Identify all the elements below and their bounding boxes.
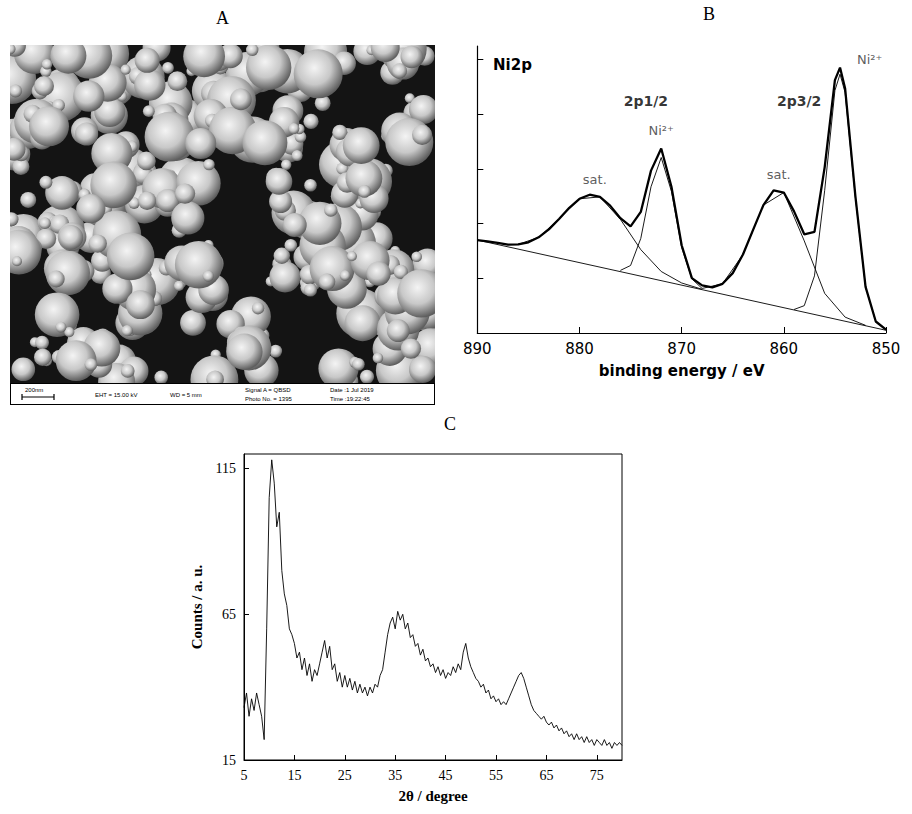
svg-text:860: 860 bbox=[770, 340, 799, 358]
svg-text:870: 870 bbox=[667, 340, 696, 358]
svg-text:5: 5 bbox=[241, 768, 248, 783]
svg-text:15: 15 bbox=[287, 768, 301, 783]
svg-text:Counts / a. u.: Counts / a. u. bbox=[189, 564, 205, 649]
svg-text:sat.: sat. bbox=[583, 172, 607, 187]
svg-text:Ni²⁺: Ni²⁺ bbox=[649, 123, 674, 138]
svg-text:Ni²⁺: Ni²⁺ bbox=[857, 52, 882, 67]
svg-text:880: 880 bbox=[565, 340, 594, 358]
svg-text:65: 65 bbox=[539, 768, 553, 783]
svg-text:15: 15 bbox=[222, 753, 236, 768]
svg-text:200nm: 200nm bbox=[25, 387, 43, 393]
svg-text:115: 115 bbox=[216, 461, 236, 476]
svg-text:75: 75 bbox=[590, 768, 604, 783]
svg-text:25: 25 bbox=[338, 768, 352, 783]
svg-text:35: 35 bbox=[388, 768, 402, 783]
svg-text:850: 850 bbox=[872, 340, 901, 358]
html-text:A: A bbox=[216, 8, 229, 28]
svg-text:Ni2p: Ni2p bbox=[493, 56, 532, 74]
svg-text:65: 65 bbox=[222, 607, 236, 622]
html-text:C: C bbox=[444, 414, 456, 434]
svg-text:890: 890 bbox=[463, 340, 492, 358]
svg-text:2θ / degree: 2θ / degree bbox=[398, 788, 468, 804]
svg-text:Date :1 Jul 2019: Date :1 Jul 2019 bbox=[330, 387, 374, 393]
svg-text:45: 45 bbox=[439, 768, 453, 783]
svg-text:2p1/2: 2p1/2 bbox=[624, 93, 668, 109]
svg-text:Time :19:22:45: Time :19:22:45 bbox=[330, 396, 370, 402]
html-text:B: B bbox=[703, 4, 715, 24]
svg-text:Photo No. = 1395: Photo No. = 1395 bbox=[245, 396, 293, 402]
svg-text:2p3/2: 2p3/2 bbox=[777, 93, 821, 109]
svg-text:Signal A = QBSD: Signal A = QBSD bbox=[245, 387, 291, 393]
svg-text:55: 55 bbox=[489, 768, 503, 783]
svg-text:sat.: sat. bbox=[767, 167, 791, 182]
svg-text:binding energy / eV: binding energy / eV bbox=[599, 362, 765, 380]
svg-text:WD = 5 mm: WD = 5 mm bbox=[170, 392, 202, 398]
svg-text:EHT = 15.00 kV: EHT = 15.00 kV bbox=[95, 392, 137, 398]
